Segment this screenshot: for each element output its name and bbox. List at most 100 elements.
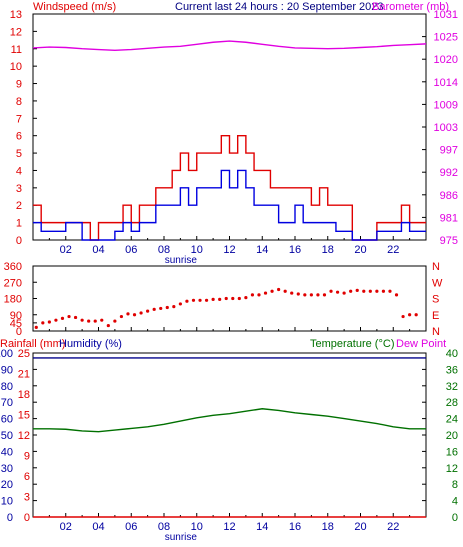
temperature-y-tick-label: 8 <box>452 479 458 491</box>
direction-point <box>250 293 255 297</box>
x-tick-label: 06 <box>125 521 137 533</box>
humidity-y-tick-label: 0 <box>7 512 13 524</box>
temperature-y-tick-label: 40 <box>446 348 458 360</box>
wind-y-tick-label: 4 <box>16 165 22 177</box>
humidity-axis-label: Humidity (%) <box>59 338 122 350</box>
temperature-y-tick-label: 36 <box>446 364 458 376</box>
direction-y-tick-label: 90 <box>10 310 22 322</box>
wind-y-tick-label: 6 <box>16 131 22 143</box>
dewpoint-axis-label: Dew Point <box>396 338 446 350</box>
direction-point <box>211 297 215 302</box>
direction-point <box>342 291 346 295</box>
direction-point <box>119 314 124 319</box>
temperature-y-tick-label: 16 <box>446 446 458 458</box>
x-tick-label: 14 <box>256 244 268 256</box>
direction-point <box>290 291 294 295</box>
direction-point <box>303 293 307 297</box>
rainfall-y-tick-label: 12 <box>18 430 30 442</box>
direction-point <box>322 293 327 297</box>
direction-point <box>362 289 366 293</box>
direction-point <box>218 297 222 302</box>
direction-y-tick-label: 45 <box>10 318 22 330</box>
direction-point <box>316 293 320 297</box>
x-tick-label: 12 <box>223 521 235 533</box>
panel-direction-frame <box>32 265 427 332</box>
direction-point <box>388 289 392 293</box>
rainfall-y-tick-label: 6 <box>24 471 30 483</box>
x-tick-label: 04 <box>92 521 104 533</box>
x-tick-label: 04 <box>92 244 104 256</box>
direction-point <box>349 289 353 293</box>
x-tick-label: 10 <box>191 244 203 256</box>
direction-point <box>263 291 268 295</box>
x-tick-label: 10 <box>191 521 203 533</box>
direction-point <box>34 325 38 329</box>
direction-point <box>329 289 333 293</box>
x-tick-label: 16 <box>289 244 301 256</box>
rainfall-y-tick-label: 9 <box>24 451 30 463</box>
direction-y-tick-label: 360 <box>4 261 22 273</box>
wind-y-tick-label: 7 <box>16 113 22 125</box>
x-tick-label: 02 <box>60 521 72 533</box>
humidity-y-tick-label: 80 <box>1 381 13 393</box>
direction-point <box>93 319 97 323</box>
temperature-y-tick-label: 24 <box>446 414 458 426</box>
direction-point <box>283 289 287 293</box>
humidity-y-tick-label: 10 <box>1 496 13 508</box>
humidity-y-tick-label: 90 <box>1 364 13 376</box>
direction-point <box>368 289 372 293</box>
temperature-y-tick-label: 32 <box>446 381 458 393</box>
direction-point <box>139 311 143 315</box>
direction-point <box>159 306 163 311</box>
sunrise-label: sunrise <box>165 532 198 542</box>
humidity-y-tick-label: 60 <box>1 414 13 426</box>
panel-wind-frame <box>32 13 427 241</box>
baro-y-tick-label: 992 <box>440 167 458 179</box>
wind-y-tick-label: 11 <box>11 44 22 56</box>
wind-y-tick-label: 0 <box>16 235 22 247</box>
direction-point <box>231 296 235 301</box>
windspeed-axis-label: Windspeed (m/s) <box>33 1 116 13</box>
direction-point <box>277 287 281 292</box>
series-line-temperature <box>33 408 426 433</box>
direction-point <box>257 293 261 297</box>
direction-point <box>152 307 156 311</box>
wind-y-tick-label: 1 <box>16 218 22 230</box>
wind-y-tick-label: 10 <box>10 61 22 73</box>
baro-y-tick-label: 981 <box>440 212 458 224</box>
direction-point <box>54 318 58 322</box>
direction-point <box>106 323 110 328</box>
wind-y-tick-label: 12 <box>10 26 22 38</box>
humidity-y-tick-label: 100 <box>0 348 13 360</box>
direction-point <box>80 318 84 322</box>
humidity-y-tick-label: 40 <box>1 446 13 458</box>
direction-point <box>146 309 150 313</box>
humidity-y-tick-label: 30 <box>1 463 13 475</box>
direction-point <box>198 298 202 302</box>
baro-y-tick-label: 975 <box>440 235 458 247</box>
x-tick-label: 08 <box>158 521 170 533</box>
humidity-y-tick-label: 20 <box>1 479 13 491</box>
direction-point <box>41 321 45 325</box>
x-tick-label: 02 <box>60 244 72 256</box>
x-tick-label: 14 <box>256 521 268 533</box>
direction-point <box>414 313 418 317</box>
direction-y-tick-label: 0 <box>16 326 22 338</box>
direction-point <box>47 320 51 324</box>
direction-point <box>355 288 359 292</box>
direction-point <box>132 313 137 317</box>
direction-point <box>237 296 241 301</box>
baro-y-tick-label: 997 <box>440 145 458 157</box>
direction-point <box>113 319 117 323</box>
direction-point <box>87 319 91 323</box>
baro-y-tick-label: 1014 <box>434 77 458 89</box>
direction-point <box>185 299 189 303</box>
rainfall-y-tick-label: 3 <box>24 492 30 504</box>
compass-label: W <box>432 277 443 289</box>
rainfall-y-tick-label: 18 <box>18 389 30 401</box>
x-tick-label: 20 <box>354 244 366 256</box>
direction-point <box>178 302 182 306</box>
compass-label: E <box>432 310 439 322</box>
temperature-y-tick-label: 12 <box>446 463 458 475</box>
